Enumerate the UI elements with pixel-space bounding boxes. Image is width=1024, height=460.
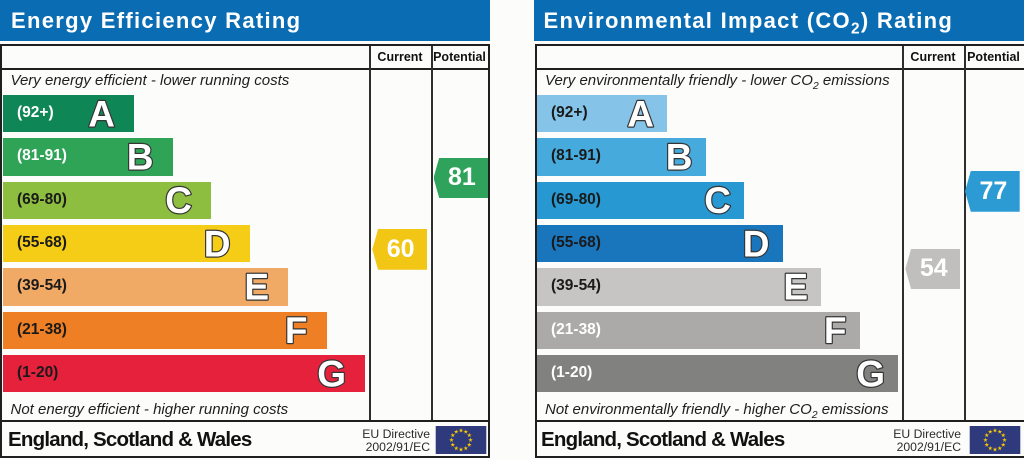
svg-text:B: B	[666, 137, 693, 178]
svg-text:E: E	[244, 267, 269, 308]
svg-text:F: F	[824, 310, 847, 351]
svg-text:A: A	[88, 93, 115, 134]
svg-text:E: E	[783, 267, 808, 308]
svg-text:C: C	[165, 180, 192, 221]
svg-text:B: B	[127, 137, 154, 178]
svg-text:G: G	[317, 353, 346, 394]
svg-text:D: D	[743, 223, 770, 264]
svg-text:C: C	[704, 180, 731, 221]
svg-text:F: F	[285, 310, 308, 351]
svg-text:D: D	[204, 223, 231, 264]
svg-text:A: A	[627, 93, 654, 134]
svg-text:G: G	[856, 353, 885, 394]
